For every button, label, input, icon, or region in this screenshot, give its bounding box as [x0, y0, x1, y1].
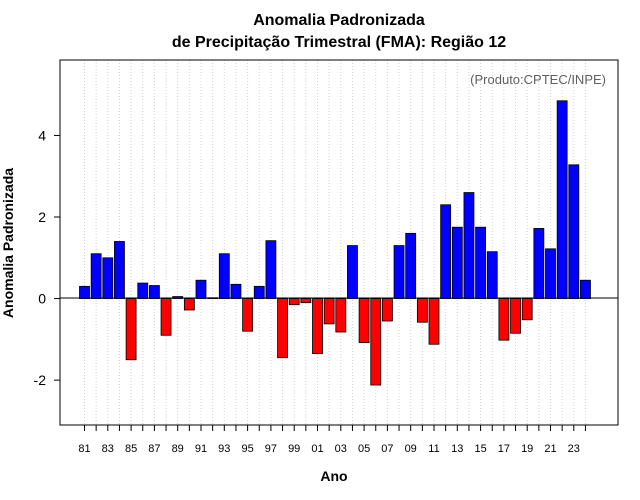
bar-89 — [172, 296, 184, 299]
x-axis-label: Ano — [320, 468, 347, 484]
x-tick-label-81: 81 — [78, 443, 90, 455]
bar-22 — [556, 100, 568, 299]
y-axis-label: Anomalia Padronizada — [0, 168, 16, 318]
x-tick-label-91: 91 — [195, 443, 207, 455]
x-axis: 81 83 85 87 89 91 93 95 97 99 01 03 05 07 09 11 13 15 17 19… — [78, 425, 586, 455]
x-tick-label-99: 99 — [288, 443, 300, 455]
bar-98 — [277, 298, 288, 359]
bar-83 — [102, 257, 114, 299]
x-tick-label-05: 05 — [358, 443, 370, 455]
chart-subtitle: de Precipitação Trimestral (FMA): Região… — [172, 34, 506, 51]
plot-frame — [59, 59, 619, 426]
bar-90 — [183, 298, 195, 311]
y-tick-label-2: 2 — [38, 209, 46, 225]
x-tick-label-03: 03 — [335, 443, 347, 455]
x-tick-label-13: 13 — [451, 443, 463, 455]
bar-18 — [510, 298, 521, 334]
y-tick-label-4: 4 — [38, 127, 46, 143]
bar-85 — [125, 298, 137, 361]
bar-11 — [428, 298, 440, 345]
bar-87 — [148, 285, 160, 299]
bar-15 — [475, 226, 487, 299]
bar-12 — [440, 204, 452, 299]
bar-03 — [335, 298, 347, 333]
bar-91 — [195, 279, 207, 299]
x-tick-label-89: 89 — [172, 443, 184, 455]
bar-96 — [253, 285, 265, 299]
bar-95 — [242, 298, 254, 332]
x-tick-label-93: 93 — [218, 443, 230, 455]
x-tick-label-87: 87 — [148, 443, 160, 455]
bar-00 — [300, 298, 312, 304]
bar-17 — [498, 298, 510, 341]
product-credit: (Produto:CPTEC/INPE) — [470, 72, 606, 87]
x-tick-label-09: 09 — [405, 443, 417, 455]
bar-04 — [347, 245, 358, 299]
y-tick-label-0: 0 — [38, 291, 46, 307]
x-tick-label-85: 85 — [125, 443, 137, 455]
bars-group — [79, 100, 591, 386]
x-tick-label-97: 97 — [265, 443, 277, 455]
bar-84 — [114, 241, 125, 299]
x-tick-label-19: 19 — [521, 443, 533, 455]
bar-05 — [358, 298, 370, 344]
bar-24 — [580, 279, 591, 299]
x-tick-label-21: 21 — [544, 443, 556, 455]
bar-02 — [323, 298, 335, 325]
bar-07 — [381, 298, 393, 322]
x-tick-label-83: 83 — [102, 443, 114, 455]
bar-16 — [486, 251, 498, 299]
bar-97 — [265, 240, 277, 299]
y-tick-label--2: -2 — [34, 372, 47, 388]
bar-88 — [160, 298, 172, 336]
bar-19 — [521, 298, 533, 321]
x-tick-label-17: 17 — [498, 443, 510, 455]
bar-08 — [393, 245, 405, 299]
vertical-grid-lines — [84, 60, 586, 425]
bar-86 — [137, 282, 149, 299]
bar-93 — [218, 253, 230, 299]
y-axis: -2 0 2 4 — [34, 127, 60, 388]
bar-92 — [207, 297, 219, 299]
x-tick-label-07: 07 — [381, 443, 393, 455]
x-tick-label-11: 11 — [428, 443, 439, 455]
x-tick-label-01: 01 — [311, 443, 323, 455]
bar-09 — [405, 232, 417, 299]
bar-20 — [533, 228, 545, 299]
bar-81 — [79, 285, 90, 299]
bar-14 — [463, 192, 475, 299]
bar-10 — [416, 298, 428, 323]
bar-06 — [370, 298, 382, 386]
chart-title: Anomalia Padronizada — [253, 12, 425, 29]
bar-21 — [545, 248, 556, 299]
x-tick-label-95: 95 — [241, 443, 253, 455]
bar-01 — [312, 298, 323, 355]
bar-94 — [230, 283, 242, 299]
bar-82 — [90, 253, 102, 299]
bar-99 — [288, 298, 300, 306]
x-tick-label-15: 15 — [474, 443, 486, 455]
bar-23 — [568, 164, 580, 299]
bar-13 — [451, 226, 463, 299]
x-tick-label-23: 23 — [568, 443, 580, 455]
